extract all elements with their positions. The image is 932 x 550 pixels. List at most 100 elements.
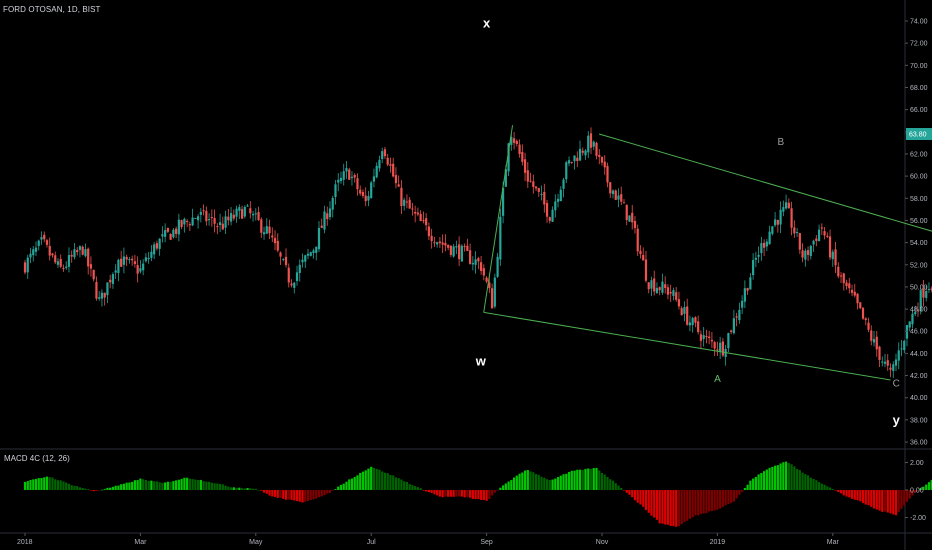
macd-bar (743, 488, 746, 490)
candle-body (477, 258, 480, 262)
candle-body (304, 255, 307, 262)
macd-bar (642, 490, 645, 507)
candle-body (290, 283, 293, 286)
macd-label[interactable]: MACD 4C (12, 26) (4, 454, 70, 463)
macd-bar (59, 480, 62, 490)
macd-bar (919, 488, 922, 490)
macd-bar (870, 490, 873, 507)
macd-bar (760, 472, 763, 490)
macd-bar (798, 470, 801, 490)
candle-body (672, 290, 675, 296)
price-tick-label: 46.00 (910, 329, 928, 336)
candle-body (197, 216, 200, 221)
candle-body (416, 212, 420, 215)
macd-bar (644, 490, 648, 511)
macd-bar (449, 490, 452, 497)
candle-body (834, 249, 837, 266)
candle-body (806, 250, 810, 255)
candle-body (298, 264, 301, 274)
macd-bar (831, 489, 834, 490)
candle-body (394, 175, 398, 184)
candle-body (449, 245, 452, 255)
candle-body (565, 162, 568, 180)
candle-body (809, 245, 812, 256)
macd-bar (908, 490, 911, 499)
macd-bar (56, 480, 60, 490)
candle-body (562, 179, 565, 189)
candle-body (573, 155, 576, 162)
macd-bar (501, 485, 505, 490)
macd-bar (54, 479, 57, 490)
macd-bar (117, 485, 120, 490)
candle-body (559, 189, 562, 202)
macd-bar (350, 478, 354, 490)
wave-label-x: x (483, 16, 491, 31)
macd-bar (218, 483, 222, 490)
candle-body (828, 236, 832, 258)
candle-body (878, 346, 881, 360)
candle-body (894, 359, 898, 366)
candle-body (257, 212, 260, 220)
macd-bar (724, 490, 727, 506)
macd-tick-label: 2.00 (910, 460, 924, 467)
macd-bar (771, 466, 774, 490)
macd-bar (114, 485, 117, 490)
candle-body (240, 209, 244, 219)
price-tick-label: 36.00 (910, 440, 928, 447)
candle-body (529, 180, 532, 182)
candle-body (642, 254, 645, 261)
candle-body (578, 148, 582, 161)
macd-bar (282, 490, 285, 499)
candle-body (510, 136, 513, 145)
candle-body (526, 170, 529, 182)
macd-bar (306, 490, 310, 501)
candle-body (911, 313, 914, 325)
candle-body (534, 186, 538, 189)
candle-body (295, 272, 299, 282)
candle-body (43, 234, 46, 240)
macd-bar (677, 490, 681, 527)
candle-body (62, 267, 65, 269)
candle-body (433, 242, 436, 244)
macd-bar (400, 479, 403, 490)
candle-body (37, 240, 40, 246)
macd-bar (664, 490, 667, 525)
macd-bar (518, 473, 521, 490)
candle-body (872, 339, 876, 343)
macd-bar (122, 483, 126, 490)
candle-body (867, 322, 870, 330)
macd-histogram (23, 461, 932, 527)
candle-body (155, 243, 158, 249)
candle-body (54, 255, 57, 263)
candle-body (460, 245, 463, 262)
macd-bar (738, 490, 741, 495)
candle-body (741, 300, 744, 308)
macd-bar (328, 490, 332, 493)
macd-bar (375, 468, 378, 490)
candle-body (111, 274, 115, 284)
macd-bar (826, 486, 829, 490)
candle-body (70, 254, 73, 257)
macd-bar (485, 490, 488, 501)
candle-body (817, 229, 821, 242)
macd-bar (809, 477, 812, 490)
candle-body (609, 182, 612, 194)
candle-body (199, 211, 202, 215)
candle-body (614, 190, 617, 200)
macd-bar (474, 490, 477, 500)
macd-tick-label: -2.00 (910, 515, 926, 522)
macd-bar (386, 473, 389, 490)
macd-bar (320, 490, 323, 497)
macd-bar (249, 488, 252, 490)
candle-body (488, 282, 491, 289)
price-tick-label: 74.00 (910, 19, 928, 26)
candle-body (87, 248, 90, 267)
chart-header[interactable]: FORD OTOSAN, 1D, BIST (3, 5, 101, 14)
candle-body (367, 196, 370, 201)
macd-bar (268, 490, 271, 496)
macd-bar (40, 477, 43, 490)
macd-bar (51, 477, 54, 490)
macd-bar (29, 479, 32, 490)
candle-body (892, 364, 895, 371)
candle-body (784, 202, 788, 209)
